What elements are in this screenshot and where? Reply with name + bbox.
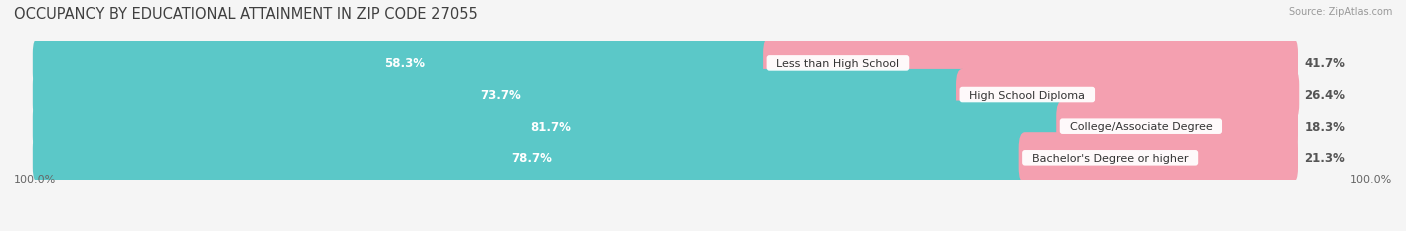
Text: 58.3%: 58.3%: [384, 57, 425, 70]
Text: Less than High School: Less than High School: [769, 59, 907, 69]
Text: 21.3%: 21.3%: [1305, 152, 1346, 165]
Text: 100.0%: 100.0%: [1350, 175, 1392, 185]
Text: High School Diploma: High School Diploma: [962, 90, 1092, 100]
FancyBboxPatch shape: [956, 70, 1299, 121]
Text: 73.7%: 73.7%: [481, 89, 522, 102]
FancyBboxPatch shape: [763, 38, 1298, 89]
Text: 81.7%: 81.7%: [530, 120, 571, 133]
Text: 78.7%: 78.7%: [512, 152, 553, 165]
Text: Source: ZipAtlas.com: Source: ZipAtlas.com: [1288, 7, 1392, 17]
Text: 26.4%: 26.4%: [1305, 89, 1346, 102]
FancyBboxPatch shape: [1056, 101, 1298, 152]
Text: 18.3%: 18.3%: [1305, 120, 1346, 133]
FancyBboxPatch shape: [32, 70, 969, 121]
FancyBboxPatch shape: [32, 101, 1298, 152]
FancyBboxPatch shape: [32, 70, 1298, 121]
Text: 41.7%: 41.7%: [1305, 57, 1346, 70]
FancyBboxPatch shape: [32, 38, 1298, 89]
FancyBboxPatch shape: [32, 133, 1298, 184]
FancyBboxPatch shape: [1019, 133, 1298, 184]
Text: Bachelor's Degree or higher: Bachelor's Degree or higher: [1025, 153, 1195, 163]
Text: College/Associate Degree: College/Associate Degree: [1063, 122, 1219, 132]
Legend: Owner-occupied, Renter-occupied: Owner-occupied, Renter-occupied: [579, 228, 827, 231]
FancyBboxPatch shape: [32, 38, 776, 89]
FancyBboxPatch shape: [32, 101, 1069, 152]
Text: OCCUPANCY BY EDUCATIONAL ATTAINMENT IN ZIP CODE 27055: OCCUPANCY BY EDUCATIONAL ATTAINMENT IN Z…: [14, 7, 478, 22]
FancyBboxPatch shape: [32, 133, 1031, 184]
Text: 100.0%: 100.0%: [14, 175, 56, 185]
